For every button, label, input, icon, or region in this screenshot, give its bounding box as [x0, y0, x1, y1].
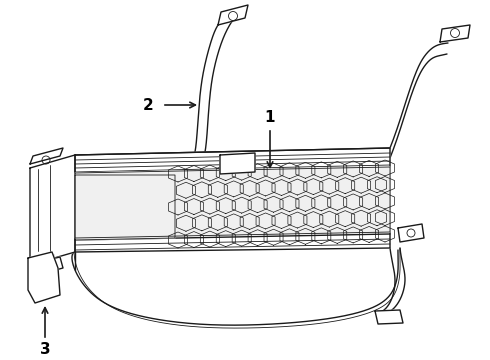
Polygon shape: [75, 148, 390, 252]
Polygon shape: [218, 5, 248, 25]
Polygon shape: [75, 175, 175, 240]
Polygon shape: [30, 148, 63, 164]
Polygon shape: [30, 257, 63, 276]
Text: 3: 3: [40, 342, 50, 357]
Polygon shape: [398, 224, 424, 242]
Polygon shape: [375, 310, 403, 324]
Polygon shape: [75, 167, 390, 238]
Polygon shape: [440, 25, 470, 42]
Polygon shape: [28, 252, 60, 303]
Text: 2: 2: [143, 98, 153, 112]
Polygon shape: [220, 153, 255, 174]
Text: 1: 1: [265, 111, 275, 126]
Polygon shape: [30, 155, 75, 265]
